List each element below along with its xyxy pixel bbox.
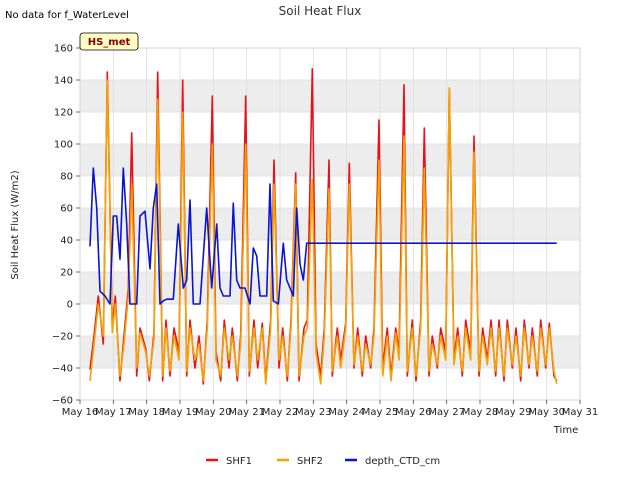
legend-label: SHF2: [297, 456, 323, 467]
x-tick-label: May 18: [128, 407, 165, 418]
y-tick-label: 160: [54, 44, 73, 55]
grid-band: [80, 144, 580, 176]
x-tick-label: May 21: [228, 407, 265, 418]
x-tick-label: May 29: [495, 407, 532, 418]
series-layer: [89, 68, 558, 385]
legend-item-depth_CTD_cm: depth_CTD_cm: [345, 456, 440, 467]
y-tick-label: 20: [60, 268, 73, 279]
x-tick-label: May 31: [562, 407, 599, 418]
plot-area: [80, 48, 580, 400]
x-tick-label: May 25: [362, 407, 399, 418]
plot-frame: [79, 47, 581, 401]
x-tick-label: May 23: [295, 407, 332, 418]
chart-title: Soil Heat Flux: [279, 4, 362, 18]
x-tick-label: May 16: [62, 407, 99, 418]
station-badge-label: HS_met: [88, 37, 131, 48]
x-tick-label: May 30: [528, 407, 565, 418]
legend-item-SHF2: SHF2: [277, 456, 323, 467]
y-tick-label: 80: [60, 172, 73, 183]
x-tick-label: May 22: [262, 407, 299, 418]
y-tick-label: 0: [67, 300, 73, 311]
y-tick-label: 140: [54, 76, 73, 87]
y-axis-label: Soil Heat Flux (W/m2): [10, 170, 21, 279]
station-badge-box: [79, 32, 139, 51]
x-tick-label: May 24: [328, 407, 365, 418]
y-tick-label: 40: [60, 236, 73, 247]
x-tick-label: May 20: [195, 407, 232, 418]
series-SHF2: [89, 79, 558, 385]
x-tick-label: May 19: [162, 407, 199, 418]
y-tick-label: −20: [52, 332, 73, 343]
legend-label: depth_CTD_cm: [365, 456, 440, 467]
y-tick-label: 120: [54, 108, 73, 119]
y-tick-label: 100: [54, 140, 73, 151]
x-axis-label: Time: [553, 425, 578, 436]
series-depth_CTD_cm: [89, 167, 557, 305]
legend-label: SHF1: [226, 456, 252, 467]
y-tick-label: −60: [52, 396, 73, 407]
legend-item-SHF1: SHF1: [206, 456, 252, 467]
y-tick-label: −40: [52, 364, 73, 375]
legend: SHF1 SHF2 depth_CTD_cm: [206, 456, 440, 467]
x-tick-label: May 27: [428, 407, 465, 418]
no-data-note: No data for f_WaterLevel: [5, 10, 129, 21]
x-tick-label: May 17: [95, 407, 132, 418]
x-tick-label: May 26: [395, 407, 432, 418]
station-badge: HS_met: [79, 32, 139, 51]
x-tick-label: May 28: [462, 407, 499, 418]
y-tick-label: 60: [60, 204, 73, 215]
grid-band: [80, 80, 580, 112]
